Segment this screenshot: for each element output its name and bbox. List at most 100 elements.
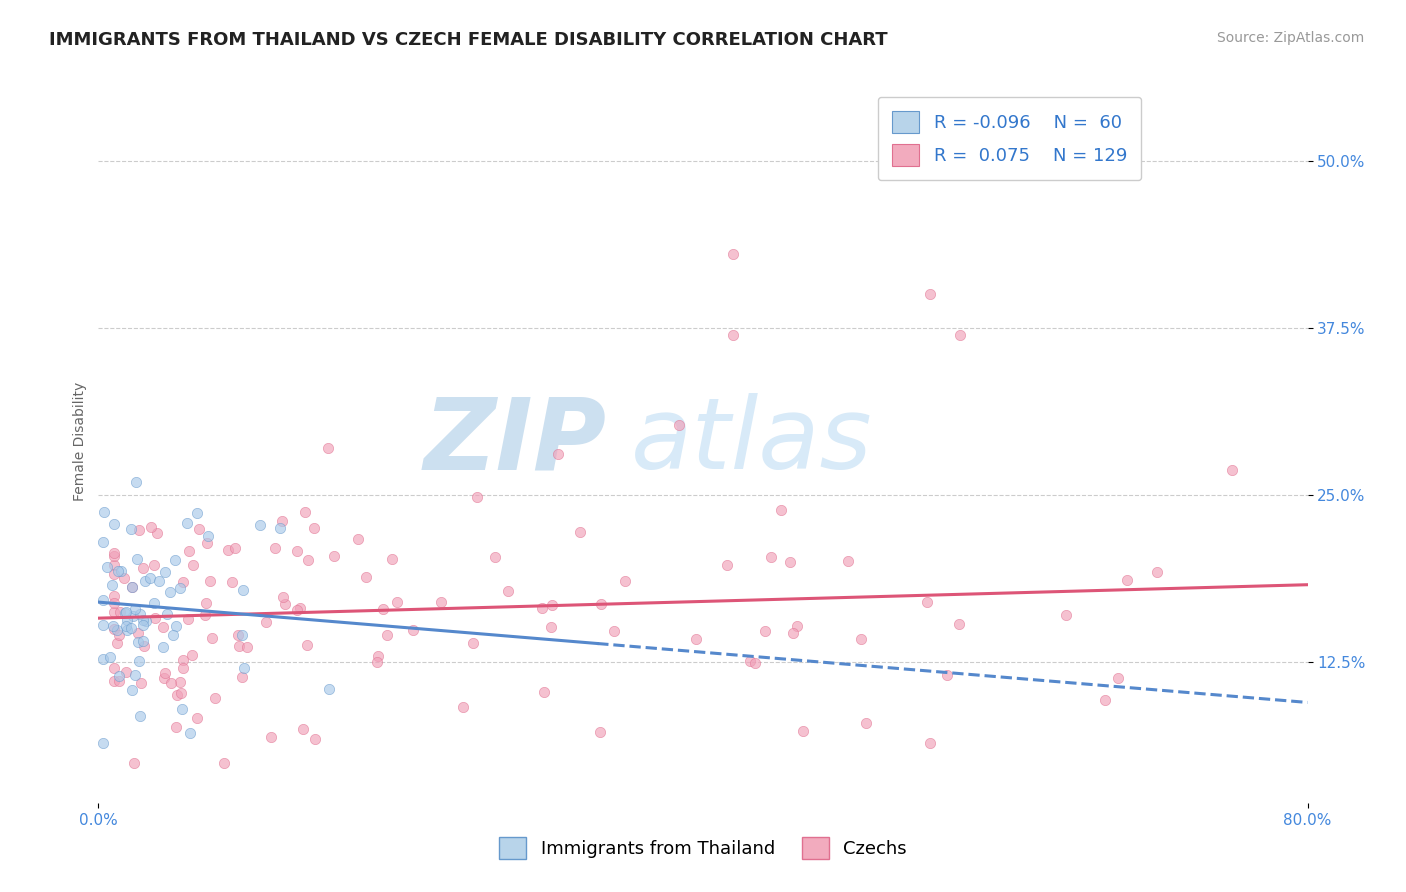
Point (740, 654, 762, 668)
Point (153, 671, 176, 685)
Point (155, 565, 177, 579)
Point (186, 506, 208, 520)
Point (589, 597, 612, 611)
Point (354, 570, 377, 584)
Point (217, 543, 239, 558)
Point (132, 618, 155, 632)
Point (127, 635, 149, 649)
Point (172, 653, 194, 667)
Point (221, 575, 243, 590)
Point (837, 554, 859, 568)
Point (918, 735, 941, 749)
Text: IMMIGRANTS FROM THAILAND VS CZECH FEMALE DISABILITY CORRELATION CHART: IMMIGRANTS FROM THAILAND VS CZECH FEMALE… (49, 31, 887, 49)
Point (146, 525, 169, 540)
Point (232, 583, 254, 598)
Point (323, 549, 346, 564)
Point (124, 668, 146, 682)
Point (786, 618, 808, 632)
Point (91, 652, 114, 666)
Point (533, 685, 555, 699)
Point (723, 327, 745, 342)
Point (108, 605, 131, 619)
Point (366, 655, 388, 669)
Point (120, 621, 142, 635)
Point (105, 623, 128, 637)
Point (792, 724, 814, 739)
Point (128, 523, 150, 537)
Point (685, 632, 707, 647)
Point (274, 597, 297, 611)
Point (103, 605, 125, 619)
Point (181, 648, 204, 662)
Point (127, 626, 149, 640)
Point (121, 580, 143, 594)
Text: Source: ZipAtlas.com: Source: ZipAtlas.com (1216, 31, 1364, 45)
Point (172, 661, 194, 675)
Point (375, 628, 398, 642)
Point (371, 602, 394, 616)
Point (541, 598, 564, 612)
Point (108, 669, 131, 683)
Legend: Immigrants from Thailand, Czechs: Immigrants from Thailand, Czechs (492, 830, 914, 866)
Point (179, 726, 201, 740)
Point (1220, 463, 1243, 477)
Point (228, 628, 250, 642)
Point (122, 756, 145, 770)
Point (165, 720, 187, 734)
Point (143, 558, 166, 572)
Point (153, 665, 176, 680)
Point (91, 617, 114, 632)
Point (93, 505, 115, 519)
Point (105, 636, 128, 650)
Point (212, 756, 235, 770)
Point (132, 633, 155, 648)
Point (129, 676, 152, 690)
Point (292, 723, 315, 737)
Point (346, 532, 368, 546)
Point (110, 564, 132, 578)
Point (224, 541, 246, 555)
Point (249, 517, 271, 532)
Point (779, 555, 801, 569)
Point (103, 567, 125, 582)
Point (169, 686, 191, 700)
Point (165, 619, 187, 633)
Point (96, 560, 118, 574)
Point (121, 580, 143, 594)
Point (716, 558, 738, 573)
Point (172, 575, 194, 590)
Point (1146, 566, 1168, 580)
Point (143, 610, 166, 624)
Point (260, 731, 283, 745)
Point (547, 447, 569, 461)
Point (402, 623, 425, 637)
Point (849, 632, 872, 646)
Point (228, 640, 250, 654)
Point (139, 520, 162, 534)
Point (172, 702, 194, 716)
Text: ZIP: ZIP (423, 393, 606, 490)
Point (176, 516, 198, 530)
Point (316, 441, 339, 455)
Point (135, 614, 157, 628)
Point (231, 670, 253, 684)
Point (101, 578, 124, 592)
Point (124, 602, 146, 616)
Point (198, 574, 221, 588)
Point (381, 552, 404, 566)
Point (385, 595, 408, 609)
Point (285, 543, 308, 558)
Point (235, 640, 257, 655)
Point (948, 616, 970, 631)
Point (103, 596, 125, 610)
Point (723, 247, 745, 261)
Point (120, 522, 142, 536)
Point (302, 520, 325, 534)
Point (121, 682, 143, 697)
Point (181, 558, 204, 573)
Point (197, 529, 219, 543)
Point (569, 524, 592, 539)
Point (177, 612, 200, 626)
Point (918, 287, 941, 301)
Point (162, 627, 184, 641)
